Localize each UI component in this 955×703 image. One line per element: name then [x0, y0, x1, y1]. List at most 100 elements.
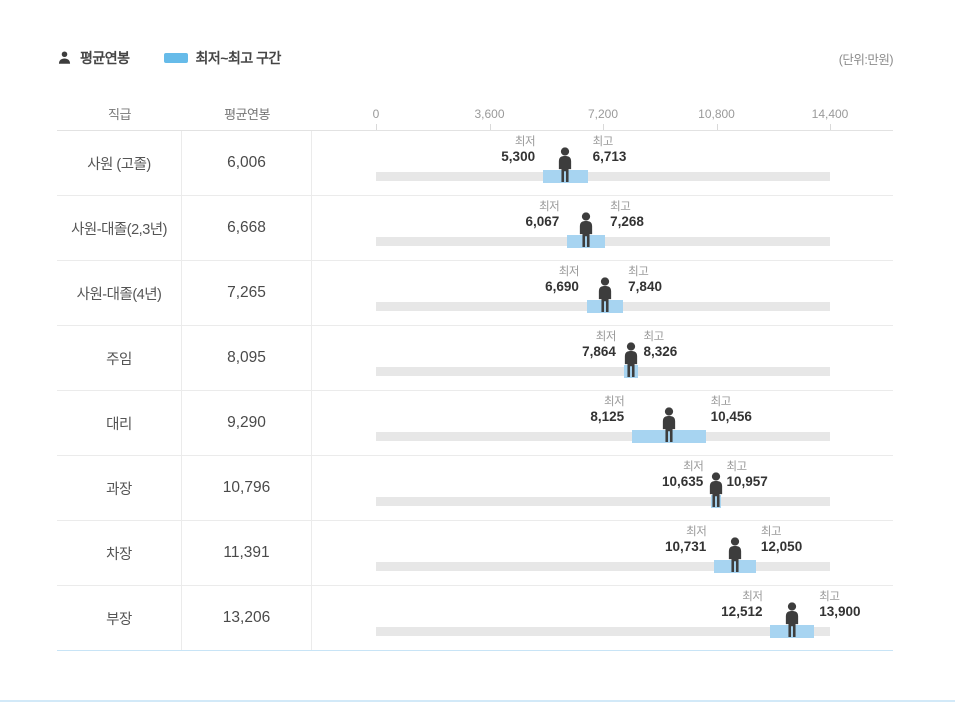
max-label: 최고 13,900: [819, 590, 860, 620]
min-max-range-bar[interactable]: [543, 170, 588, 183]
average-salary-cell: 13,206: [182, 586, 312, 650]
average-salary-value: 13,206: [222, 609, 271, 626]
min-max-range-bar[interactable]: [586, 300, 624, 313]
table-row: 사원 (고졸) 6,006 최저 5,300 최고 6,713: [57, 131, 893, 196]
min-max-range-bar[interactable]: [714, 560, 756, 573]
average-salary-cell: 8,095: [182, 326, 312, 390]
min-max-range-bar[interactable]: [567, 235, 606, 248]
x-axis: 0 3,600 7,200 10,800 14,400: [372, 97, 848, 130]
position-cell: 대리: [57, 391, 182, 455]
person-icon[interactable]: [724, 537, 747, 573]
column-header-average: 평균연봉: [224, 107, 270, 122]
average-salary-cell: 10,796: [182, 456, 312, 520]
position-cell: 사원-대졸(4년): [57, 261, 182, 325]
person-icon[interactable]: [594, 277, 617, 313]
axis-tick-label: 3,600: [474, 107, 505, 121]
average-salary-cell: 6,006: [182, 131, 312, 195]
max-caption: 최고: [628, 266, 649, 278]
max-value: 12,050: [760, 539, 803, 554]
salary-scale-track: [376, 497, 830, 506]
min-max-range-bar[interactable]: [632, 430, 706, 443]
min-caption: 최저: [683, 461, 704, 473]
max-caption: 최고: [592, 136, 614, 148]
table-row: 주임 8,095 최저 7,864 최고 8,326: [57, 326, 893, 391]
axis-tick-label: 14,400: [811, 107, 849, 121]
max-caption: 최고: [610, 201, 631, 213]
column-header-position: 직급: [108, 107, 131, 122]
min-caption: 최저: [514, 136, 536, 148]
average-salary-value: 9,290: [227, 414, 266, 431]
chart-header: 평균연봉 최저~최고 구간 (단위:만원): [57, 48, 894, 68]
table-row: 사원-대졸(4년) 7,265 최저 6,690 최고 7,840: [57, 261, 893, 326]
min-caption: 최저: [595, 331, 617, 343]
max-label: 최고 7,840: [628, 265, 662, 295]
range-chart-cell: 최저 6,690 최고 7,840: [312, 261, 893, 325]
max-label: 최고 7,268: [610, 200, 644, 230]
person-icon[interactable]: [657, 407, 680, 443]
max-value: 6,713: [592, 149, 627, 164]
average-salary-value: 10,796: [222, 479, 271, 496]
min-caption: 최저: [558, 266, 580, 278]
max-value: 10,456: [710, 409, 752, 424]
position-label: 사원 (고졸): [87, 156, 151, 173]
average-salary-value: 7,265: [227, 284, 266, 301]
position-cell: 주임: [57, 326, 182, 390]
average-salary-cell: 9,290: [182, 391, 312, 455]
range-swatch-icon: [163, 53, 188, 63]
max-label: 최고 10,456: [711, 395, 752, 425]
max-label: 최고 8,326: [644, 330, 678, 360]
position-label: 과장: [106, 481, 132, 498]
axis-tick-mark: [489, 124, 491, 130]
min-value: 7,864: [582, 344, 616, 359]
legend-range: 최저~최고 구간: [163, 48, 282, 68]
min-max-range-bar[interactable]: [711, 495, 722, 508]
min-label: 최저 6,690: [545, 265, 579, 295]
axis-tick-mark: [603, 124, 604, 130]
person-icon[interactable]: [620, 342, 643, 378]
position-cell: 사원-대졸(2,3년): [57, 196, 182, 260]
position-label: 대리: [106, 416, 132, 433]
axis-tick-label: 10,800: [698, 107, 735, 121]
person-icon[interactable]: [575, 212, 598, 248]
position-label: 사원-대졸(2,3년): [71, 221, 167, 238]
salary-scale-track: [376, 627, 830, 636]
axis-tick-mark: [376, 124, 377, 130]
min-caption: 최저: [539, 201, 560, 213]
person-icon[interactable]: [781, 602, 804, 638]
range-chart-cell: 최저 10,635 최고 10,957: [312, 456, 893, 520]
person-icon[interactable]: [705, 472, 728, 508]
table-header-row: 직급 평균연봉 0 3,600 7,200 10,800 14,400: [57, 97, 893, 131]
max-caption: 최고: [710, 396, 732, 408]
salary-chart-section: 평균연봉 최저~최고 구간 (단위:만원) 직급 평균연봉 0 3,600 7,20…: [57, 48, 894, 651]
min-label: 최저 6,067: [525, 200, 559, 230]
salary-scale-track: [376, 172, 830, 181]
max-label: 최고 10,957: [726, 460, 767, 490]
position-label: 사원-대졸(4년): [76, 286, 162, 303]
average-salary-value: 6,006: [227, 154, 266, 171]
person-icon[interactable]: [554, 147, 577, 183]
min-caption: 최저: [686, 526, 707, 538]
legend-average-salary: 평균연봉: [57, 48, 130, 68]
range-chart-cell: 최저 8,125 최고 10,456: [312, 391, 893, 455]
range-chart-cell: 최저 7,864 최고 8,326: [312, 326, 893, 390]
min-value: 5,300: [501, 149, 536, 164]
legend-range-label: 최저~최고 구간: [195, 50, 282, 66]
position-cell: 과장: [57, 456, 182, 520]
min-value: 6,690: [545, 279, 579, 294]
min-value: 10,731: [665, 539, 707, 554]
min-value: 6,067: [525, 214, 560, 229]
salary-scale-track: [376, 432, 830, 441]
min-caption: 최저: [603, 396, 625, 408]
min-max-range-bar[interactable]: [623, 365, 639, 378]
max-value: 7,840: [628, 279, 662, 294]
position-label: 차장: [106, 546, 132, 563]
max-caption: 최고: [819, 591, 840, 603]
axis-tick-mark: [830, 124, 831, 130]
average-salary-value: 11,391: [223, 544, 270, 561]
axis-tick-label: 0: [372, 107, 380, 121]
min-label: 최저 12,512: [721, 590, 763, 620]
average-salary-value: 6,668: [227, 219, 266, 236]
unit-note: (단위:만원): [838, 52, 894, 67]
table-row: 사원-대졸(2,3년) 6,668 최저 6,067 최고 7,268: [57, 196, 893, 261]
min-max-range-bar[interactable]: [770, 625, 815, 638]
